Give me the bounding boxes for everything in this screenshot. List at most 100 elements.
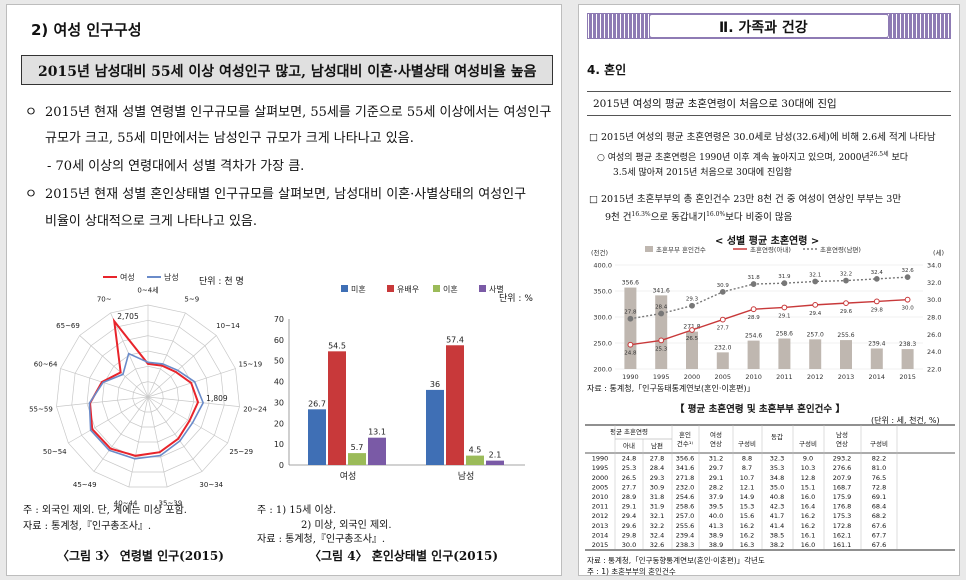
point-label-husband: 29.3 bbox=[686, 297, 699, 303]
legend-swatch-미혼 bbox=[341, 285, 348, 292]
right-tick-label: 24.0 bbox=[927, 348, 941, 356]
table-cell: 31.2 bbox=[709, 455, 723, 463]
table-cell: 35.3 bbox=[770, 464, 784, 472]
right-tick-label: 32.0 bbox=[927, 279, 941, 287]
table-cell: 29.7 bbox=[709, 464, 723, 472]
radar-spoke bbox=[93, 396, 149, 472]
table-header: 연상 bbox=[836, 439, 848, 448]
table-cell: 16.2 bbox=[740, 522, 754, 530]
point-label-wife: 24.8 bbox=[624, 351, 637, 357]
table-cell: 28.2 bbox=[709, 483, 723, 491]
x-year-label: 2012 bbox=[807, 373, 824, 381]
table-cell: 255.6 bbox=[676, 522, 695, 530]
table-cell: 29.1 bbox=[709, 474, 723, 482]
radar-category-label: 50~54 bbox=[43, 448, 67, 456]
point-label-wife: 26.5 bbox=[686, 336, 699, 342]
point-label-husband: 31.9 bbox=[778, 274, 791, 280]
table-cell: 32.6 bbox=[650, 541, 664, 549]
radar-category-label: 15~19 bbox=[239, 361, 263, 369]
fig4-unit: 단위 : % bbox=[499, 294, 533, 304]
point-husband bbox=[812, 278, 819, 285]
table-cell: 2005 bbox=[592, 483, 609, 491]
y-tick-label: 40 bbox=[274, 378, 284, 387]
table-cell: 10.7 bbox=[740, 474, 754, 482]
table-cell: 34.8 bbox=[770, 474, 784, 482]
table-cell: 28.9 bbox=[622, 493, 636, 501]
table-cell: 254.6 bbox=[676, 493, 695, 501]
bar-value-label: 36 bbox=[430, 380, 440, 389]
legend-swatch-사별 bbox=[479, 285, 486, 292]
table-title: 【 평균 초혼연령 및 초혼부부 혼인건수 】 bbox=[675, 404, 845, 415]
point-label-wife: 27.7 bbox=[717, 326, 730, 332]
combo-bar-label: 232.0 bbox=[714, 344, 731, 351]
radar-category-label: 20~24 bbox=[243, 405, 267, 413]
fig3-unit: 단위 : 천 명 bbox=[199, 277, 244, 287]
point-husband bbox=[719, 288, 726, 295]
legend-swatch-bars bbox=[645, 246, 653, 252]
combo-bar bbox=[624, 287, 637, 369]
bar-value-label: 57.4 bbox=[446, 335, 464, 344]
table-cell: 27.8 bbox=[650, 455, 664, 463]
right-tick-label: 30.0 bbox=[927, 296, 941, 304]
table-cell: 25.3 bbox=[622, 464, 636, 472]
radar-category-label: 70~ bbox=[97, 296, 112, 304]
table-cell: 32.2 bbox=[650, 522, 664, 530]
legend-label-유배우: 유배우 bbox=[397, 285, 419, 294]
x-year-label: 1995 bbox=[653, 373, 670, 381]
sub-bullet: - 70세 이상의 연령대에서 성별 격차가 가장 큼. bbox=[47, 159, 305, 174]
table-cell: 29.1 bbox=[622, 503, 636, 511]
radar-spoke bbox=[68, 396, 149, 444]
table-cell: 16.2 bbox=[801, 522, 815, 530]
combo-bar bbox=[686, 331, 698, 369]
legend-label-이혼: 이혼 bbox=[443, 284, 458, 294]
bullet-b2-l2: 9천 건16.3%으로 동갑내기16.0%보다 비중이 많음 bbox=[605, 210, 793, 223]
table-cell: 67.6 bbox=[872, 522, 886, 530]
legend-label-여성: 여성 bbox=[120, 272, 135, 282]
table-cell: 1995 bbox=[592, 464, 609, 472]
point-wife bbox=[904, 296, 911, 303]
legend-label-wife: 초혼연령(아내) bbox=[750, 245, 791, 254]
right-tick-label: 26.0 bbox=[927, 331, 941, 339]
section-title: 2) 여성 인구구성 bbox=[31, 21, 142, 39]
table-cell: 271.8 bbox=[676, 474, 695, 482]
left-page: 2) 여성 인구구성 2015년 남성대비 55세 이상 여성인구 많고, 남성… bbox=[6, 4, 562, 576]
y-tick-label: 60 bbox=[274, 336, 284, 345]
y-tick-label: 30 bbox=[274, 398, 284, 407]
combo-bar bbox=[716, 352, 729, 369]
bar-value-label: 4.5 bbox=[469, 446, 482, 455]
table-cell: 2000 bbox=[592, 474, 609, 482]
bullet1-line1: 2015년 현재 성별 연령별 인구규모를 살펴보면, 55세를 기준으로 55… bbox=[45, 105, 552, 120]
combo-bar-label: 255.6 bbox=[837, 332, 854, 339]
table-cell: 16.0 bbox=[801, 541, 815, 549]
table-cell: 29.6 bbox=[622, 522, 636, 530]
table-cell: 30.0 bbox=[622, 541, 636, 549]
table-note: 주 : 1) 초혼부부의 혼인건수 bbox=[587, 567, 676, 576]
point-wife bbox=[658, 337, 665, 344]
table-cell: 76.5 bbox=[872, 474, 886, 482]
x-category-label: 여성 bbox=[340, 470, 357, 482]
table-cell: 39.5 bbox=[709, 503, 723, 511]
x-year-label: 2013 bbox=[838, 373, 855, 381]
table-cell: 2010 bbox=[592, 493, 609, 501]
chart-title: < 성별 평균 초혼연령 > bbox=[715, 236, 820, 247]
chart-source: 자료 : 통계청,「인구동태통계연보(혼인·이혼편)」 bbox=[587, 384, 755, 393]
header-title-box bbox=[649, 14, 889, 38]
point-wife bbox=[781, 304, 788, 311]
radar-category-label: 60~64 bbox=[34, 361, 58, 369]
table-cell: 239.4 bbox=[676, 531, 695, 539]
radar-spoke bbox=[147, 335, 217, 398]
table-cell: 238.3 bbox=[676, 541, 695, 549]
table-unit: (단위 : 세, 천건, %) bbox=[871, 416, 940, 425]
point-label-husband: 32.2 bbox=[840, 272, 852, 278]
left-tick-label: 350.0 bbox=[593, 288, 612, 296]
bullet2-line2: 비율이 상대적으로 크게 나타나고 있음. bbox=[45, 214, 258, 229]
radar-category-label: 35~39 bbox=[159, 499, 183, 507]
table-cell: 2014 bbox=[592, 531, 609, 539]
table-header: 혼인 bbox=[679, 430, 691, 439]
combo-bar-label: 239.4 bbox=[868, 341, 885, 348]
table-cell: 41.4 bbox=[770, 522, 784, 530]
legend-label-사별: 사별 bbox=[489, 284, 504, 294]
point-label-wife: 30.0 bbox=[901, 306, 914, 312]
table-cell: 68.2 bbox=[872, 512, 886, 520]
